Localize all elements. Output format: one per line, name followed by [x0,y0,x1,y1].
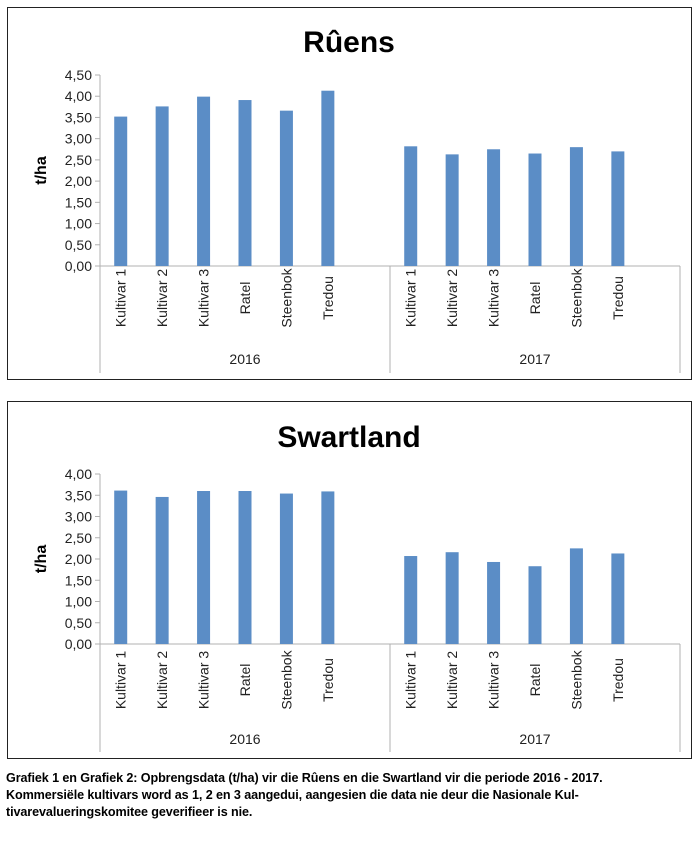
x-category-label: Tredou [610,276,626,320]
bar [569,147,583,266]
x-category-label: Ratel [237,282,253,315]
x-category-label: Ratel [527,664,543,697]
x-group-label: 2016 [229,351,260,367]
y-tick-label: 4,50 [65,67,92,83]
x-category-label: Kultivar 1 [403,651,419,710]
bar [238,491,252,644]
bar [321,90,335,267]
y-axis-label: t/ha [33,545,50,574]
x-category-label: Tredou [320,658,336,702]
bar [197,96,211,266]
x-category-label: Kultivar 2 [444,651,460,710]
y-tick-label: 2,50 [65,152,92,168]
y-tick-label: 2,00 [65,551,92,567]
caption-line-3: tivarevalueringskomitee geverifieer is n… [6,805,253,819]
bar [321,491,335,644]
y-tick-label: 2,50 [65,530,92,546]
bar [445,154,459,266]
bar [569,548,583,644]
bar [114,116,128,267]
bar [155,496,169,644]
figure-caption: Grafiek 1 en Grafiek 2: Opbrengsdata (t/… [6,770,694,821]
bar [197,491,211,644]
x-category-label: Steenbok [568,649,584,709]
y-tick-label: 0,00 [65,258,92,274]
bar [279,110,293,266]
y-tick-label: 3,50 [65,487,92,503]
y-tick-label: 3,00 [65,131,92,147]
x-category-label: Kultivar 1 [403,269,419,328]
bar [404,146,418,266]
x-group-label: 2017 [519,731,550,747]
x-category-label: Kultivar 1 [113,651,129,710]
chart-panel-ruens: Rûens t/ha 0,00 0,50 1,00 1,50 2,00 2,50 3,00 3,5… [7,7,692,380]
x-category-label: Steenbok [278,649,294,709]
x-category-label: Kultivar 3 [196,269,212,328]
x-category-label: Kultivar 2 [444,269,460,328]
x-group-label: 2017 [519,351,550,367]
bar [487,561,501,644]
x-category-label: Kultivar 3 [486,269,502,328]
y-tick-label: 1,50 [65,194,92,210]
x-category-label: Kultivar 3 [486,651,502,710]
bar [445,552,459,644]
x-category-label: Ratel [237,664,253,697]
chart-ruens: Rûens t/ha 0,00 0,50 1,00 1,50 2,00 2,50 3,00 3,5… [33,26,681,373]
x-category-label: Kultivar 2 [154,651,170,710]
bar [155,106,169,266]
y-tick-label: 2,00 [65,173,92,189]
y-tick-label: 0,00 [65,636,92,652]
y-tick-label: 1,00 [65,216,92,232]
bar [611,553,625,644]
bar [238,100,252,266]
chart-title: Rûens [303,26,395,59]
caption-line-1: Grafiek 1 en Grafiek 2: Opbrengsdata (t/… [6,771,603,785]
y-axis-label: t/ha [33,156,50,185]
x-category-label: Ratel [527,282,543,315]
y-tick-label: 4,00 [65,88,92,104]
bar [528,566,542,644]
y-tick-label: 3,50 [65,109,92,125]
chart-title: Swartland [277,421,420,454]
x-category-label: Kultivar 3 [196,651,212,710]
y-tick-label: 3,00 [65,509,92,525]
bar [114,490,128,644]
bar [487,149,501,266]
y-tick-label: 4,00 [65,466,92,482]
x-category-label: Steenbok [278,267,294,327]
x-category-label: Steenbok [568,267,584,327]
y-tick-label: 0,50 [65,237,92,253]
x-group-label: 2016 [229,731,260,747]
bar [528,153,542,266]
y-tick-label: 0,50 [65,615,92,631]
chart-swartland: Swartland t/ha 0,00 0,50 1,00 1,50 2,00 2,50 3,0… [33,421,681,752]
chart-panel-swartland: Swartland t/ha 0,00 0,50 1,00 1,50 2,00 2,50 3,0… [7,401,692,759]
bar [611,151,625,266]
y-tick-label: 1,50 [65,572,92,588]
x-category-label: Kultivar 1 [113,269,129,328]
x-category-label: Tredou [610,658,626,702]
caption-line-2: Kommersiële kultivars word as 1, 2 en 3 … [6,788,579,802]
bar [404,556,418,644]
x-category-label: Kultivar 2 [154,269,170,328]
bar [279,493,293,644]
x-category-label: Tredou [320,276,336,320]
y-tick-label: 1,00 [65,594,92,610]
